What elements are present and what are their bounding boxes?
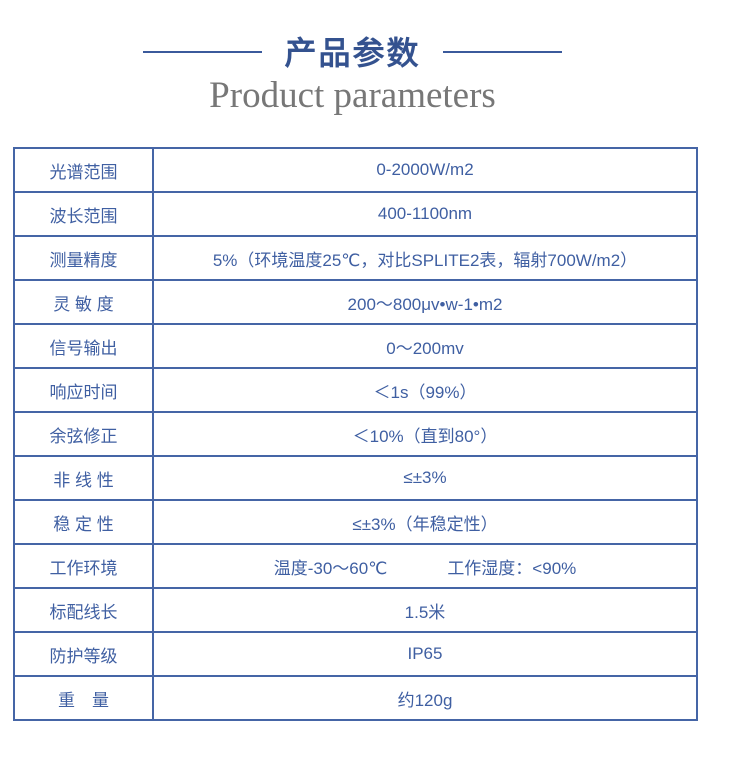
param-value: 200～800μv•w-1•m2: [347, 294, 503, 314]
param-value: 0～200mv: [386, 338, 464, 358]
param-label: 测量精度: [13, 235, 154, 281]
table-row: 灵 敏 度 200～800μv•w-1•m2: [13, 279, 698, 325]
param-label: 防护等级: [13, 631, 154, 677]
param-value: 1.5米: [404, 602, 446, 622]
param-label: 稳 定 性: [13, 499, 154, 545]
table-row: 稳 定 性 ≤±3%（年稳定性）: [13, 499, 698, 545]
title-line-right: [443, 51, 562, 53]
param-value: 0-2000W/m2: [376, 160, 474, 179]
param-value: 温度-30～60℃: [273, 558, 388, 578]
param-value: ≤±3%（年稳定性）: [352, 514, 498, 534]
param-value-cell: 5%（环境温度25℃，对比SPLITE2表，辐射700W/m2）: [152, 235, 698, 281]
table-row: 测量精度 5%（环境温度25℃，对比SPLITE2表，辐射700W/m2）: [13, 235, 698, 281]
page-title: 产品参数: [284, 35, 421, 71]
param-value: ≤±3%: [403, 468, 447, 487]
param-value-cell: ≤±3%（年稳定性）: [152, 499, 698, 545]
param-value-cell: 0～200mv: [152, 323, 698, 369]
table-row: 波长范围 400-1100nm: [13, 191, 698, 237]
param-value-cell: 400-1100nm: [152, 191, 698, 237]
param-value-cell: IP65: [152, 631, 698, 677]
table-row: 响应时间 ＜1s（99%）: [13, 367, 698, 413]
param-label: 光谱范围: [13, 147, 154, 193]
param-label: 标配线长: [13, 587, 154, 633]
param-value: 约120g: [397, 690, 453, 710]
param-label: 工作环境: [13, 543, 154, 589]
param-value-cell: 约120g: [152, 675, 698, 721]
param-value-cell: ＜10%（直到80°）: [152, 411, 698, 457]
table-row: 信号输出 0～200mv: [13, 323, 698, 369]
title-line-left: [143, 51, 262, 53]
param-label: 信号输出: [13, 323, 154, 369]
param-value: ＜10%（直到80°）: [352, 426, 498, 446]
param-value-cell: ≤±3%: [152, 455, 698, 501]
parameters-table: 光谱范围 0-2000W/m2 波长范围 400-1100nm 测量精度 5%（环境温度2…: [13, 147, 698, 721]
table-row: 工作环境 温度-30～60℃ 工作湿度：<90%: [13, 543, 698, 589]
param-label: 重 量: [13, 675, 154, 721]
param-value: ＜1s（99%）: [373, 382, 477, 402]
param-value: 400-1100nm: [377, 204, 473, 223]
param-value-2: 工作湿度：<90%: [447, 558, 577, 578]
table-row: 余弦修正 ＜10%（直到80°）: [13, 411, 698, 457]
param-label: 余弦修正: [13, 411, 154, 457]
param-value-cell: 温度-30～60℃ 工作湿度：<90%: [152, 543, 698, 589]
param-value: IP65: [407, 644, 443, 663]
table-row: 标配线长 1.5米: [13, 587, 698, 633]
page-subtitle: Product parameters: [209, 75, 496, 116]
param-label: 波长范围: [13, 191, 154, 237]
param-label: 灵 敏 度: [13, 279, 154, 325]
param-value-cell: ＜1s（99%）: [152, 367, 698, 413]
table-row: 防护等级 IP65: [13, 631, 698, 677]
param-value: 5%（环境温度25℃，对比SPLITE2表，辐射700W/m2）: [212, 250, 638, 270]
param-label: 响应时间: [13, 367, 154, 413]
param-value-cell: 0-2000W/m2: [152, 147, 698, 193]
table-row: 重 量 约120g: [13, 675, 698, 721]
table-row: 非 线 性 ≤±3%: [13, 455, 698, 501]
param-label: 非 线 性: [13, 455, 154, 501]
table-row: 光谱范围 0-2000W/m2: [13, 147, 698, 193]
param-value-cell: 200～800μv•w-1•m2: [152, 279, 698, 325]
param-value-cell: 1.5米: [152, 587, 698, 633]
